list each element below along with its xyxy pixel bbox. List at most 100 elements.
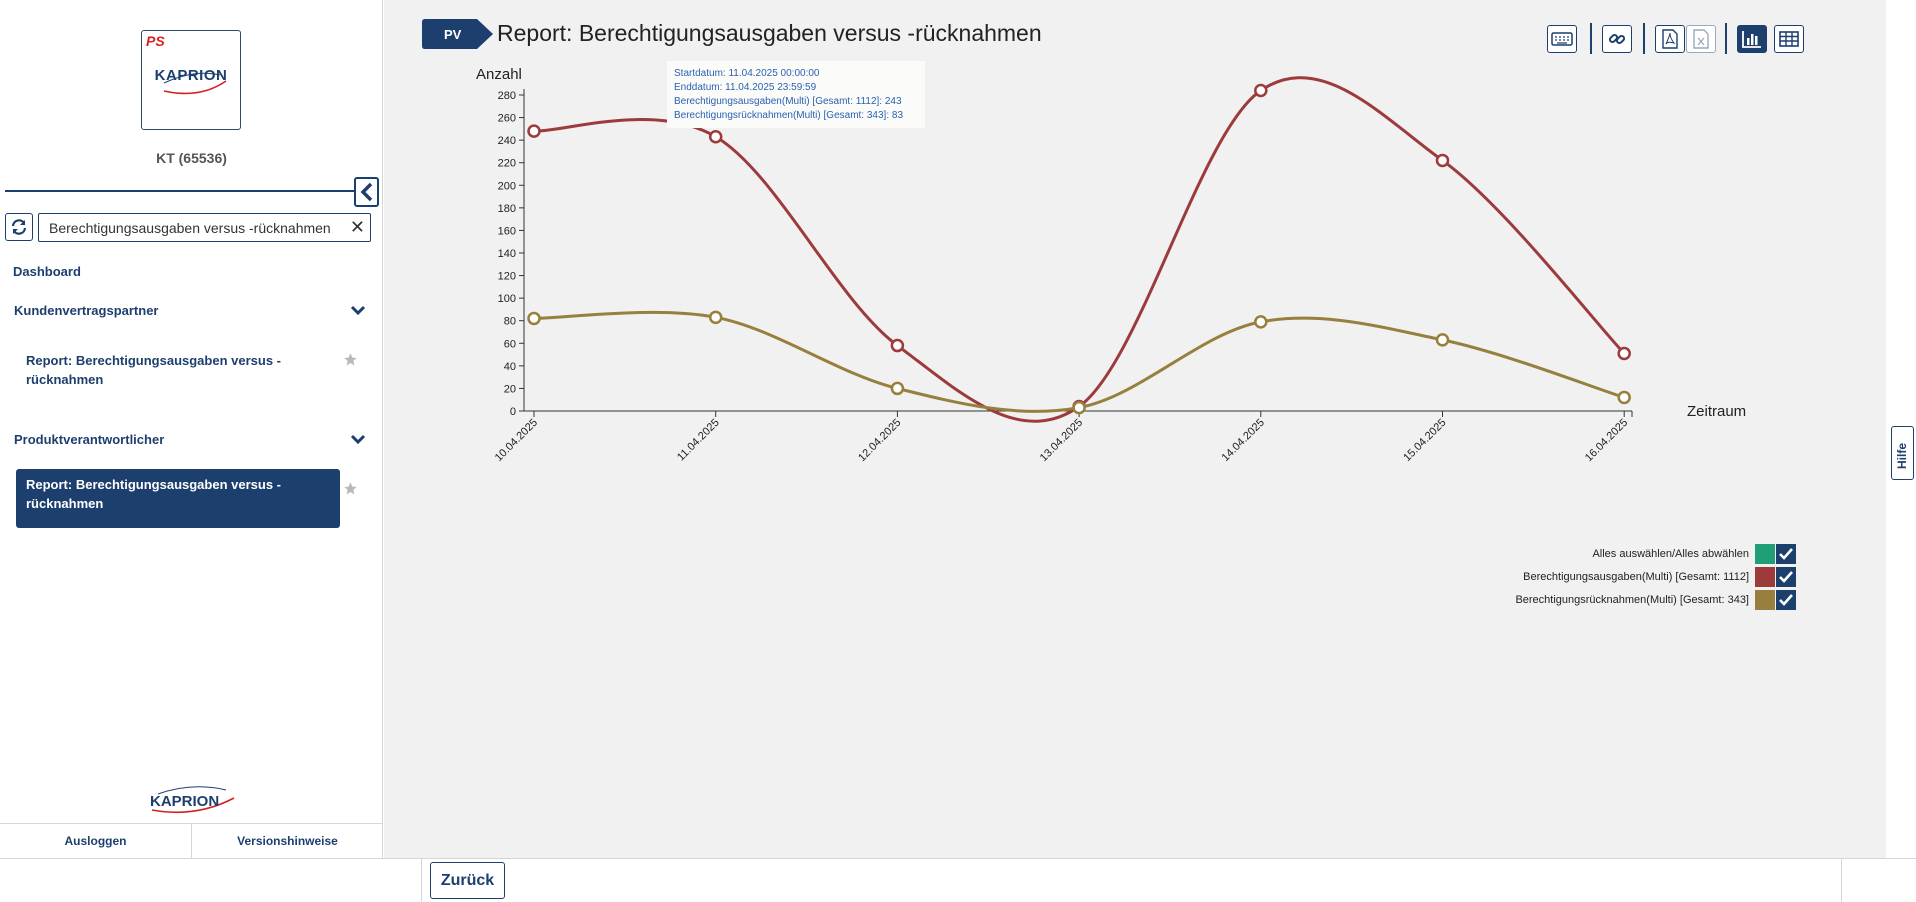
legend-checkbox[interactable] [1776, 567, 1796, 587]
table-view-button[interactable] [1774, 25, 1804, 53]
footer-bar [0, 858, 1916, 902]
link-icon [1608, 33, 1626, 45]
series-2-point [1617, 390, 1631, 405]
y-tick-label: 100 [498, 293, 516, 305]
series-2-point [890, 381, 905, 396]
nav-dashboard[interactable]: Dashboard [13, 264, 81, 279]
nav-item-report-kvp[interactable]: Report: Berechtigungsausgaben versus - r… [26, 353, 281, 387]
export-pdf-button[interactable] [1655, 25, 1685, 53]
table-icon [1779, 31, 1799, 47]
chart-axes: 0 20 40 60 80 100 120 140 160 180 200 220 240 260 280 1… [493, 89, 1633, 464]
company-logo: PS KAPRION [141, 30, 241, 130]
refresh-button[interactable] [5, 213, 33, 241]
legend-swatch [1755, 590, 1775, 610]
y-tick-label: 80 [504, 316, 516, 328]
series-line-2 [533, 310, 1625, 413]
back-button[interactable]: Zurück [430, 862, 505, 899]
toolbar-separator [1725, 23, 1727, 54]
footer-divider [421, 859, 422, 902]
y-tick-label: 180 [498, 203, 516, 215]
chart-tooltip: Startdatum: 11.04.2025 00:00:00 Enddatum… [667, 61, 925, 128]
keyboard-button[interactable] [1547, 25, 1577, 53]
legend-checkbox[interactable] [1776, 544, 1796, 564]
chart-series [527, 76, 1631, 423]
series-1-point [1617, 346, 1631, 361]
y-tick-label: 160 [498, 225, 516, 237]
sidebar-divider [5, 190, 355, 192]
logout-button[interactable]: Ausloggen [0, 824, 192, 858]
legend-checkbox[interactable] [1776, 590, 1796, 610]
line-chart: 0 20 40 60 80 100 120 140 160 180 200 220 240 260 280 1… [476, 66, 1746, 464]
x-tick-label: 14.04.2025 [1220, 417, 1267, 464]
series-2-point [1254, 315, 1268, 329]
legend-label: Berechtigungsrücknahmen(Multi) [Gesamt: … [1515, 594, 1749, 606]
help-tab[interactable]: Hilfe [1891, 426, 1914, 480]
nav-group-produktverantwortlicher[interactable]: Produktverantwortlicher [14, 432, 165, 447]
y-tick-label: 0 [510, 406, 516, 418]
excel-file-icon [1693, 29, 1709, 49]
refresh-icon [11, 219, 27, 235]
clear-search-icon[interactable]: ✕ [349, 217, 365, 237]
favorite-star-icon[interactable] [343, 481, 358, 496]
x-tick-label: 10.04.2025 [493, 417, 540, 464]
search-field: ✕ [38, 213, 371, 242]
tenant-label: KT (65536) [156, 150, 227, 166]
pdf-file-icon [1662, 29, 1678, 49]
version-notes-button[interactable]: Versionshinweise [237, 834, 338, 848]
toolbar-separator [1643, 23, 1645, 54]
favorite-star-icon[interactable] [343, 352, 358, 367]
main-content [384, 0, 1886, 858]
y-tick-label: 20 [504, 383, 516, 395]
x-tick-label: 16.04.2025 [1583, 417, 1630, 464]
keyboard-icon [1551, 32, 1573, 46]
bottom-logo-text: KAPRION [150, 793, 219, 810]
series-1-point [708, 130, 723, 144]
y-tick-label: 120 [498, 271, 516, 283]
legend-label: Alles auswählen/Alles abwählen [1592, 548, 1749, 560]
legend-label: Berechtigungsausgaben(Multi) [Gesamt: 11… [1523, 571, 1749, 583]
sidebar-bottom-bar: Ausloggen Versionshinweise [0, 823, 383, 858]
bar-chart-icon [1742, 31, 1761, 48]
y-tick-label: 220 [498, 158, 516, 170]
y-tick-label: 240 [498, 135, 516, 147]
check-icon [1779, 571, 1793, 583]
series-2-point [1072, 400, 1086, 415]
chevron-down-icon[interactable] [350, 305, 366, 317]
search-input[interactable] [39, 214, 339, 241]
y-axis-label: Anzahl [476, 66, 522, 83]
link-button[interactable] [1602, 25, 1632, 53]
y-tick-label: 260 [498, 113, 516, 125]
footer-divider [1841, 859, 1842, 902]
bottom-logo: KAPRION [150, 786, 235, 814]
tooltip-start: Startdatum: 11.04.2025 00:00:00 [674, 68, 820, 79]
x-axis-label: Zeitraum [1687, 403, 1746, 420]
collapse-sidebar-button[interactable] [354, 177, 379, 207]
chevron-down-icon[interactable] [350, 434, 366, 446]
export-excel-button[interactable] [1686, 25, 1716, 53]
chevron-left-icon [360, 182, 372, 202]
sidebar: PS KAPRION KT (65536) ✕ Dashboard Kunden… [0, 0, 383, 858]
legend-series-ausgaben: Berechtigungsausgaben(Multi) [Gesamt: 11… [1523, 567, 1796, 587]
series-1-point [890, 338, 905, 353]
check-icon [1779, 594, 1793, 606]
y-tick-label: 200 [498, 180, 516, 192]
tooltip-series-2: Berechtigungsrücknahmen(Multi) [Gesamt: … [674, 110, 903, 121]
x-tick-label: 11.04.2025 [675, 417, 722, 464]
nav-item-report-pv[interactable]: Report: Berechtigungsausgaben versus - r… [16, 469, 340, 528]
toolbar-separator [1590, 23, 1592, 54]
tooltip-end: Enddatum: 11.04.2025 23:59:59 [674, 82, 817, 93]
tooltip-series-1: Berechtigungsausgaben(Multi) [Gesamt: 11… [674, 96, 902, 107]
series-1-point [1254, 83, 1268, 98]
legend-series-ruecknahmen: Berechtigungsrücknahmen(Multi) [Gesamt: … [1515, 590, 1796, 610]
series-2-point [1435, 333, 1450, 347]
nav-group-kundenvertragspartner[interactable]: Kundenvertragspartner [14, 303, 159, 318]
series-line-1 [533, 76, 1626, 423]
series-2-point [708, 310, 723, 325]
y-tick-label: 40 [504, 361, 516, 373]
series-1-point [527, 124, 541, 138]
y-tick-label: 140 [498, 248, 516, 260]
logo-text: KAPRION [154, 67, 228, 84]
series-2-point [527, 311, 541, 326]
pv-badge-label: PV [444, 27, 462, 42]
chart-view-button[interactable] [1737, 25, 1767, 53]
